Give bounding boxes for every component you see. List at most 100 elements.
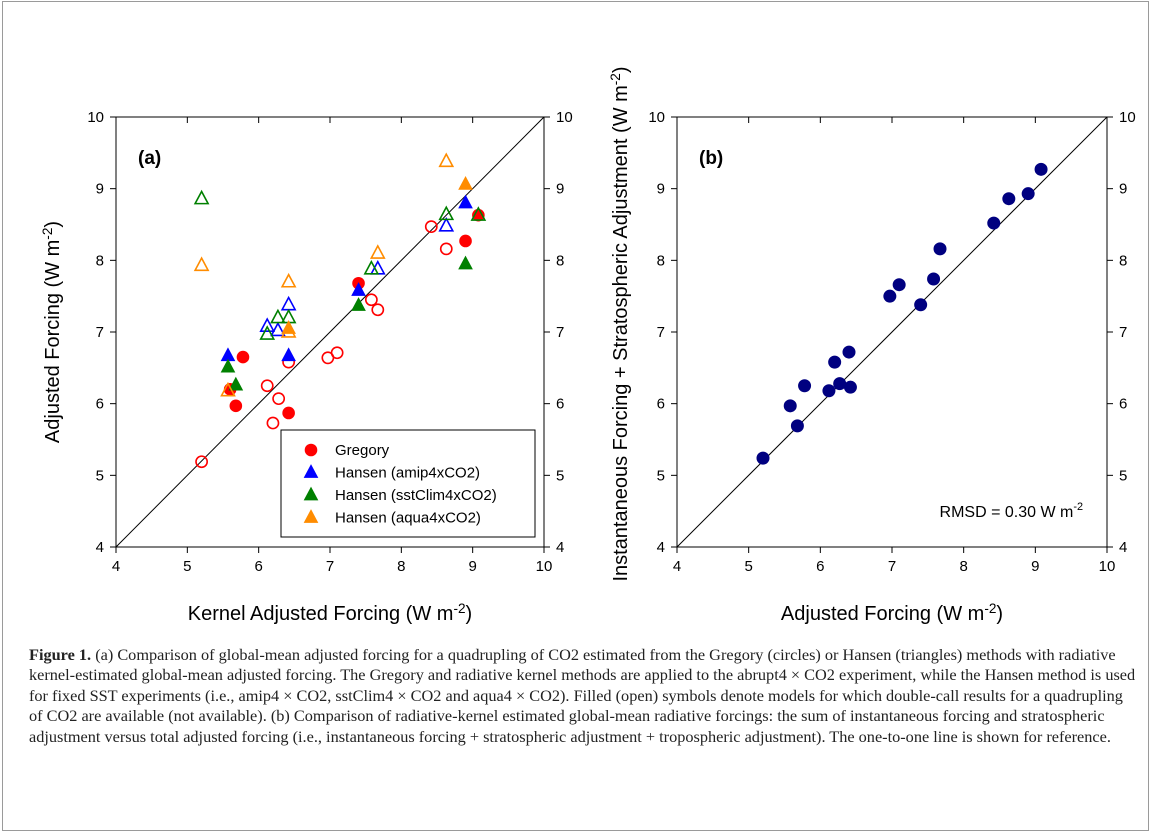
panel-a-hansen-sstclim4xco2-open-marker [363, 259, 380, 275]
panel-a-hansen-sstclim4xco2-filled-marker [228, 376, 244, 391]
panel-b-y-tick-label-right: 6 [1119, 396, 1127, 413]
panel-a-x-tick-label: 4 [112, 558, 120, 575]
panel-b-y-tick-label-right: 10 [1119, 109, 1136, 126]
panel-a-hansen-amip4xco2-open-marker [259, 317, 276, 332]
panel-a-y-tick-label-right: 7 [556, 324, 564, 341]
panel-b-data-point [798, 379, 812, 393]
panel-a-gregory-filled-marker [459, 234, 472, 248]
panel-b-y-tick-label-right: 9 [1119, 181, 1127, 198]
panel-a-legend-label: Hansen (amip4xCO2) [335, 465, 480, 482]
panel-b-data-point [756, 451, 770, 465]
panel-b-rmsd-annotation: RMSD = 0.30 W m-2 [940, 501, 1083, 521]
panel-a-x-tick-label: 9 [468, 558, 476, 575]
panel-b-data-point [1034, 162, 1048, 176]
panel-b-data-point [828, 355, 842, 369]
panel-a-gregory-filled-marker [236, 350, 250, 364]
panel-a-y-tick-label-right: 6 [556, 396, 564, 413]
figure-caption: Figure 1. (a) Comparison of global-mean … [29, 645, 1137, 747]
panel-b-y-tick-label-right: 8 [1119, 252, 1127, 269]
panel-b-x-tick-label: 10 [1099, 558, 1116, 575]
panel-b-y-tick-label-left: 8 [657, 252, 665, 269]
panel-a-y-tick-label-right: 9 [556, 181, 564, 198]
panel-b-data-point [822, 384, 836, 398]
panel-a-y-tick-label-left: 4 [96, 539, 104, 556]
panel-b-x-tick-label: 4 [673, 558, 681, 575]
panel-a-y-tick-label-right: 5 [556, 467, 564, 484]
panel-a-legend-marker [304, 443, 318, 457]
panel-a-legend-box [280, 429, 536, 538]
panel-b-data-point [914, 298, 928, 312]
panel-a-legend-marker [303, 486, 319, 501]
panel-b-y-tick-label-left: 6 [657, 396, 665, 413]
panel-a-x-tick-label: 6 [254, 558, 262, 575]
panel-a-hansen-aqua4xco2-filled-marker [281, 320, 296, 334]
panel-b-panel-label: (b) [699, 148, 723, 169]
caption-text: (a) Comparison of global-mean adjusted f… [29, 645, 1136, 746]
panel-a-gregory-open-marker [439, 242, 453, 256]
panel-a-hansen-sstclim4xco2-filled-marker [351, 297, 366, 311]
panel-a-gregory-open-marker [266, 416, 280, 430]
panel-b-one-to-one-line [676, 116, 1108, 548]
panel-a-y-tick-label-left: 7 [96, 324, 104, 341]
panel-a-hansen-sstclim4xco2-open-marker [270, 308, 286, 324]
panel-a-y-tick-label-right: 8 [556, 252, 564, 269]
panel-a-hansen-sstclim4xco2-open-marker [438, 205, 455, 221]
panel-b-y-tick-label-right: 4 [1119, 539, 1127, 556]
panel-a-hansen-sstclim4xco2-filled-marker [220, 358, 236, 373]
panel-a-legend-marker [303, 509, 319, 523]
panel-a-hansen-amip4xco2-filled-marker [281, 347, 296, 362]
panel-b-x-tick-label: 7 [888, 558, 896, 575]
panel-b-data-point [1002, 192, 1016, 206]
panel-a-y-tick-label-left: 5 [96, 467, 104, 484]
panel-a-gregory-open-marker [424, 220, 438, 234]
panel-a-hansen-sstclim4xco2-open-marker [193, 189, 210, 205]
panel-a-gregory-open-marker [195, 455, 208, 469]
panel-a-gregory-filled-marker [282, 406, 295, 420]
panel-a-y-tick-label-right: 10 [556, 109, 573, 126]
panel-a-x-axis-label: Kernel Adjusted Forcing (W m-2) [188, 601, 472, 625]
panel-a-hansen-amip4xco2-filled-marker [458, 194, 473, 209]
panel-b-data-point [883, 289, 897, 303]
panel-b-data-point [892, 278, 906, 292]
panel-a-hansen-aqua4xco2-open-marker [369, 244, 386, 259]
panel-b-y-tick-label-left: 4 [657, 539, 665, 556]
panel-b-x-tick-label: 5 [744, 558, 752, 575]
panel-b-y-tick-label-left: 9 [657, 181, 665, 198]
panel-b-data-point [833, 377, 847, 391]
panel-a-legend-label: Gregory [335, 442, 390, 459]
panel-b-y-tick-label-right: 5 [1119, 467, 1127, 484]
panel-a-hansen-amip4xco2-open-marker [438, 216, 455, 232]
panel-a-legend-label: Hansen (sstClim4xCO2) [335, 487, 497, 504]
panel-b-x-tick-label: 6 [816, 558, 824, 575]
panel-a-hansen-sstclim4xco2-open-marker [470, 206, 487, 221]
panel-a-gregory-open-marker [371, 303, 385, 317]
panel-a-hansen-aqua4xco2-open-marker [193, 256, 210, 272]
panel-b-x-tick-label: 9 [1031, 558, 1039, 575]
panel-a-hansen-aqua4xco2-open-marker [280, 272, 297, 288]
panel-a-x-tick-label: 8 [397, 558, 405, 575]
figure-svg: 4 5 6 7 8 9 104 45 56 67 78 89 910 10(a)Kernel Adjust… [40, 66, 1136, 625]
panel-a-y-tick-label-right: 4 [556, 539, 564, 556]
panel-b-data-point [1021, 187, 1035, 201]
panel-b-data-point [933, 242, 947, 256]
panel-b-data-point [927, 272, 941, 286]
panel-a-x-tick-label: 10 [536, 558, 553, 575]
panel-a-y-tick-label-left: 8 [96, 252, 104, 269]
panel-b-y-axis-label: Instantaneous Forcing + Stratospheric Ad… [608, 66, 632, 581]
panel-a-hansen-amip4xco2-filled-marker [220, 347, 236, 362]
panel-b-y-tick-label-left: 5 [657, 467, 665, 484]
panel-a-hansen-aqua4xco2-open-marker [220, 381, 236, 397]
panel-a-hansen-aqua4xco2-open-marker [438, 152, 455, 168]
panel-a-gregory-open-marker [330, 346, 344, 360]
panel-a-hansen-amip4xco2-open-marker [270, 321, 286, 337]
panel-a-gregory-open-marker [260, 379, 274, 393]
panel-a-one-to-one-line [115, 116, 545, 548]
panel-a-hansen-amip4xco2-open-marker [280, 295, 297, 311]
panel-a-gregory-filled-marker [229, 399, 243, 413]
panel-a-x-tick-label: 7 [326, 558, 334, 575]
panel-a-panel-label: (a) [138, 148, 161, 169]
panel-b-data-point [783, 399, 797, 413]
panel-a-hansen-aqua4xco2-filled-marker [458, 176, 473, 190]
panel-a-hansen-amip4xco2-filled-marker [351, 282, 366, 296]
